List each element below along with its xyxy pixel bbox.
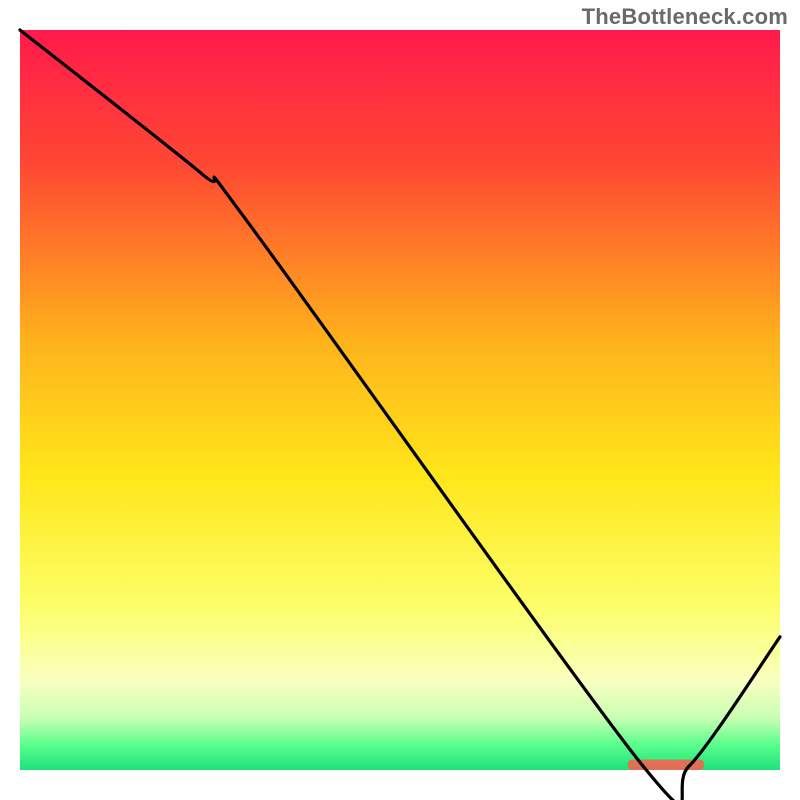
chart-container: TheBottleneck.com xyxy=(0,0,800,800)
gradient-line-chart xyxy=(0,0,800,800)
watermark-text: TheBottleneck.com xyxy=(582,4,788,30)
heat-gradient xyxy=(20,30,780,770)
